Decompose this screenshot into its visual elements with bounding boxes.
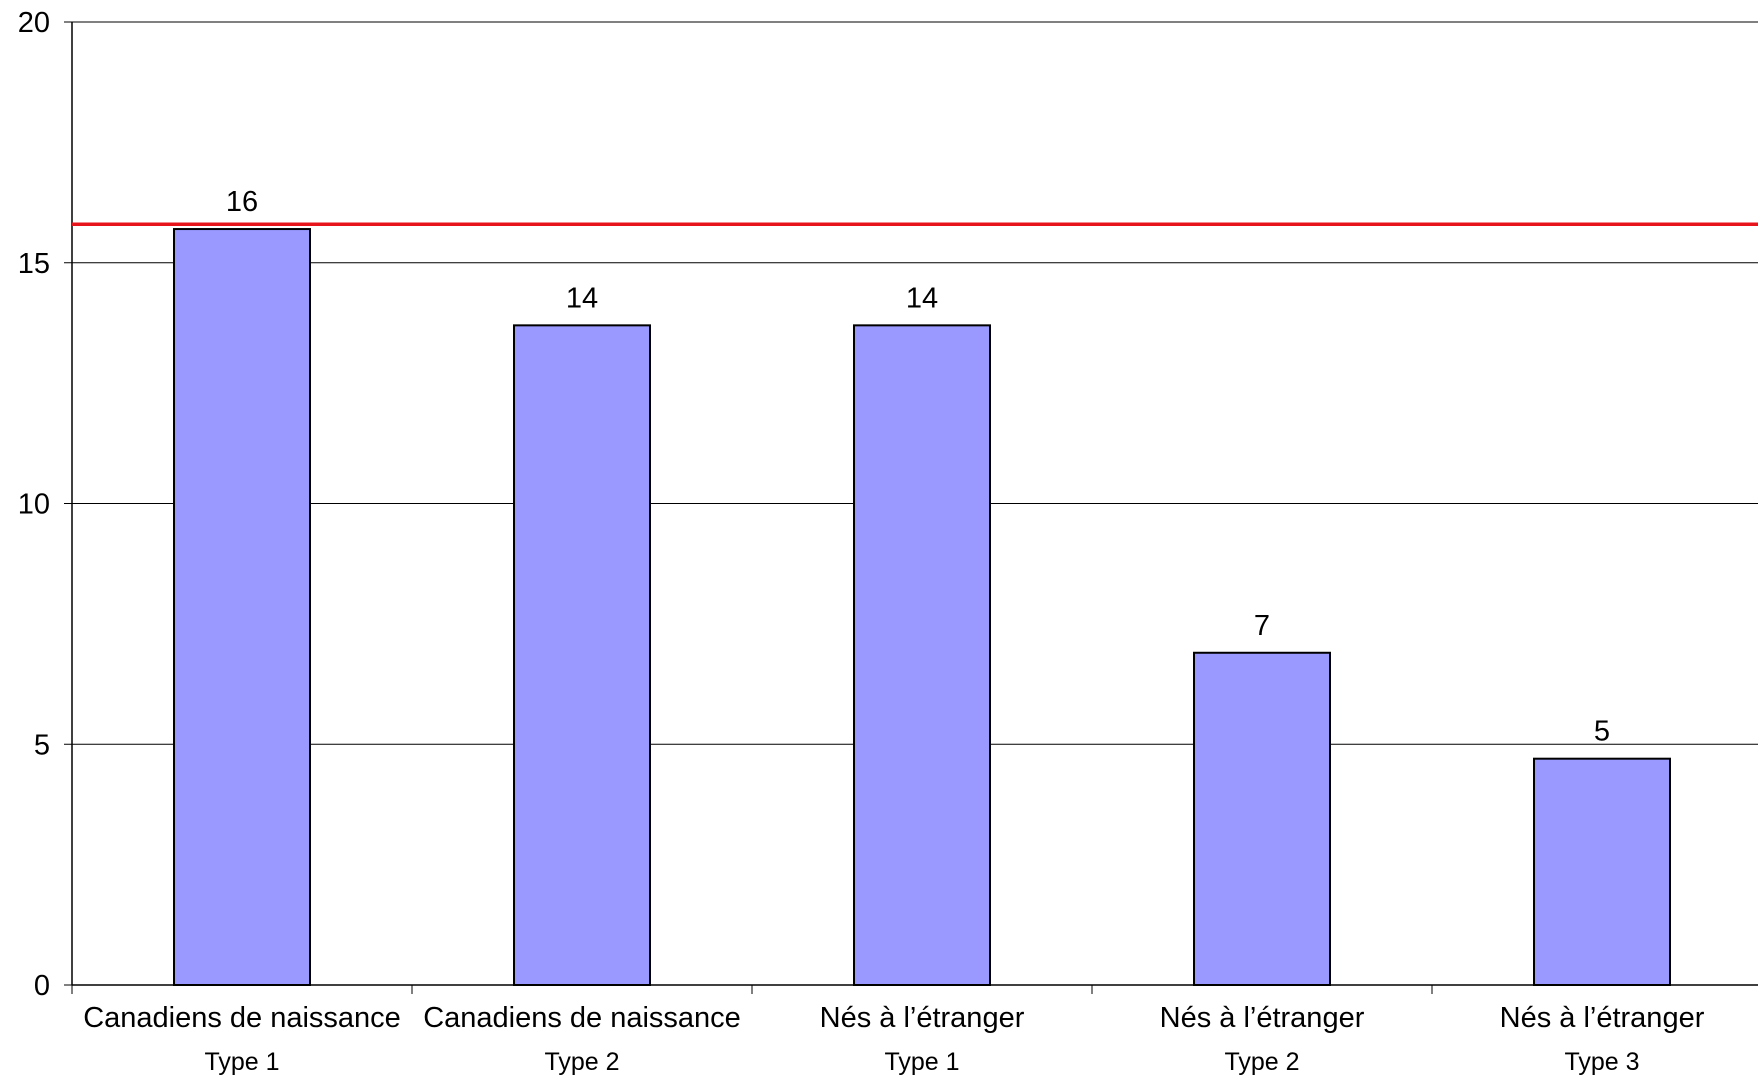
data-label: 5 — [1594, 716, 1610, 748]
data-label: 14 — [906, 282, 938, 314]
x-category-sublabel: Type 2 — [1224, 1048, 1299, 1076]
bars — [173, 228, 1671, 987]
x-category-sublabel: Type 3 — [1564, 1048, 1639, 1076]
y-tick-label: 0 — [34, 970, 50, 1002]
bar — [1533, 757, 1671, 986]
x-category-label: Nés à l’étranger — [820, 1002, 1025, 1034]
x-category-label: Nés à l’étranger — [1160, 1002, 1365, 1034]
data-label: 7 — [1254, 610, 1270, 642]
bar — [173, 228, 311, 987]
y-tick-label: 10 — [18, 489, 50, 521]
data-label: 16 — [226, 186, 258, 218]
data-label: 14 — [566, 282, 598, 314]
x-category-label: Nés à l’étranger — [1500, 1002, 1705, 1034]
bar — [853, 324, 991, 987]
labels: 0 5 10 15 20 16 Canadiens de naissance Type 1 14… — [18, 7, 1705, 1076]
y-tick-label: 15 — [18, 248, 50, 280]
y-tick-label: 5 — [34, 729, 50, 761]
y-tick-label: 20 — [18, 7, 50, 39]
x-category-label: Canadiens de naissance — [83, 1002, 401, 1034]
x-category-sublabel: Type 2 — [544, 1048, 619, 1076]
bar — [1193, 651, 1331, 986]
x-category-sublabel: Type 1 — [204, 1048, 279, 1076]
x-category-label: Canadiens de naissance — [423, 1002, 741, 1034]
x-category-sublabel: Type 1 — [884, 1048, 959, 1076]
axes — [64, 21, 1758, 994]
bar — [513, 324, 651, 987]
